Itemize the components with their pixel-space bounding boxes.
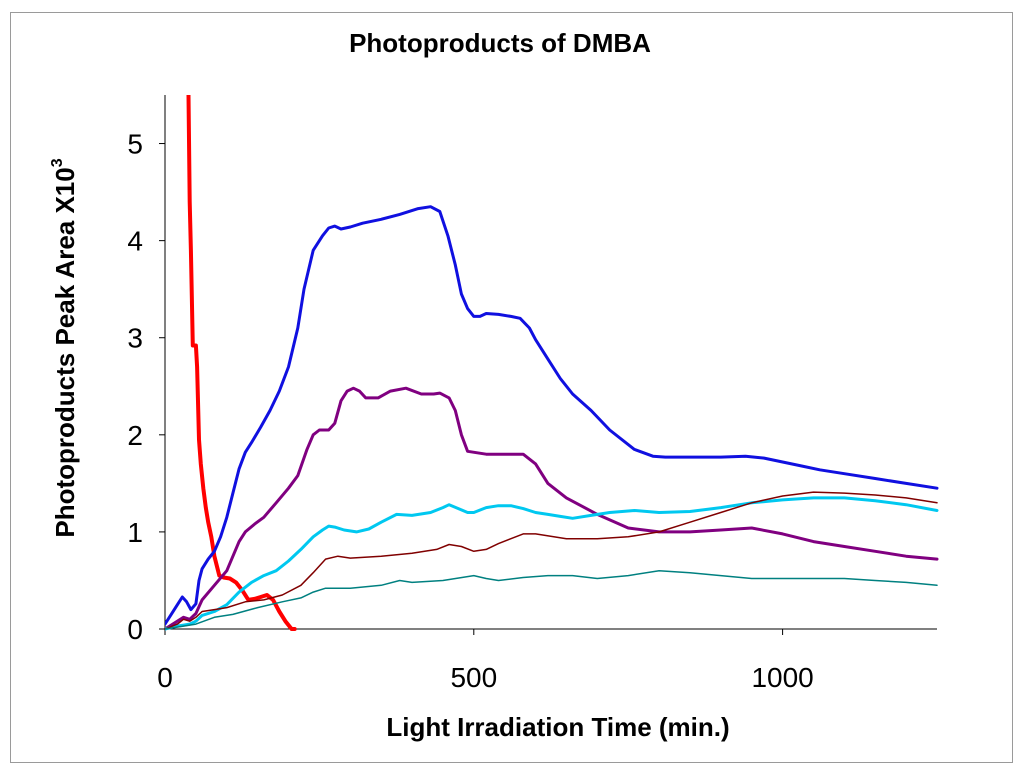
series-line-red bbox=[186, 95, 297, 631]
x-tick-label: 500 bbox=[450, 662, 497, 693]
y-tick-label: 1 bbox=[127, 517, 143, 548]
x-tick-label: 0 bbox=[157, 662, 173, 693]
series-line-darkred bbox=[165, 491, 938, 630]
y-axis-label: Photoproducts Peak Area X103 bbox=[49, 158, 80, 537]
plot-area: 0 1 2 3 4 5 0 500 1000 bbox=[127, 95, 939, 693]
y-tick-label: 0 bbox=[127, 614, 143, 645]
series-line-teal bbox=[165, 569, 938, 630]
y-tick-label: 5 bbox=[127, 129, 143, 160]
x-tick-label: 1000 bbox=[751, 662, 813, 693]
y-axis-label-main: Photoproducts Peak Area X10 bbox=[50, 167, 80, 537]
y-axis-label-superscript: 3 bbox=[49, 158, 66, 167]
y-tick-label: 2 bbox=[127, 420, 143, 451]
y-tick-label: 4 bbox=[127, 226, 143, 257]
series-line-cyan bbox=[165, 496, 939, 631]
series-line-purple bbox=[165, 386, 939, 631]
chart-title: Photoproducts of DMBA bbox=[349, 28, 651, 58]
y-tick-label: 3 bbox=[127, 323, 143, 354]
series-line-blue bbox=[165, 205, 939, 626]
x-axis-label: Light Irradiation Time (min.) bbox=[386, 712, 729, 742]
chart-frame bbox=[10, 12, 1013, 763]
